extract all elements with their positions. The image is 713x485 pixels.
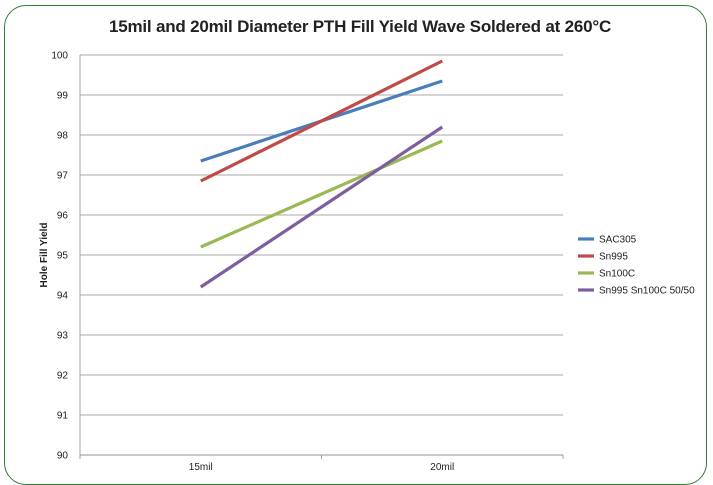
y-tick-label: 97 xyxy=(57,171,69,182)
y-tick-label: 98 xyxy=(57,131,69,142)
y-tick-label: 100 xyxy=(51,51,68,62)
legend-label: Sn995 Sn100C 50/50 xyxy=(599,286,695,297)
legend-label: Sn995 xyxy=(599,252,628,263)
x-tick-label: 20mil xyxy=(430,462,454,473)
y-tick-label: 94 xyxy=(57,291,69,302)
y-axis-label: Hole Fill Yield xyxy=(39,222,50,287)
y-tick-label: 95 xyxy=(57,251,69,262)
chart-title: 15mil and 20mil Diameter PTH Fill Yield … xyxy=(108,17,612,36)
y-tick-label: 96 xyxy=(57,211,69,222)
x-tick-label: 15mil xyxy=(189,462,213,473)
y-tick-label: 91 xyxy=(57,411,69,422)
series-line xyxy=(200,59,443,183)
y-tick-label: 99 xyxy=(57,91,69,102)
chart-frame xyxy=(4,5,707,485)
y-tick-label: 92 xyxy=(57,371,69,382)
legend-label: SAC305 xyxy=(599,235,637,246)
y-tick-label: 93 xyxy=(57,331,69,342)
y-tick-label: 90 xyxy=(57,451,69,462)
legend-label: Sn100C xyxy=(599,269,635,280)
series-line xyxy=(200,139,443,249)
series-line xyxy=(199,125,444,289)
